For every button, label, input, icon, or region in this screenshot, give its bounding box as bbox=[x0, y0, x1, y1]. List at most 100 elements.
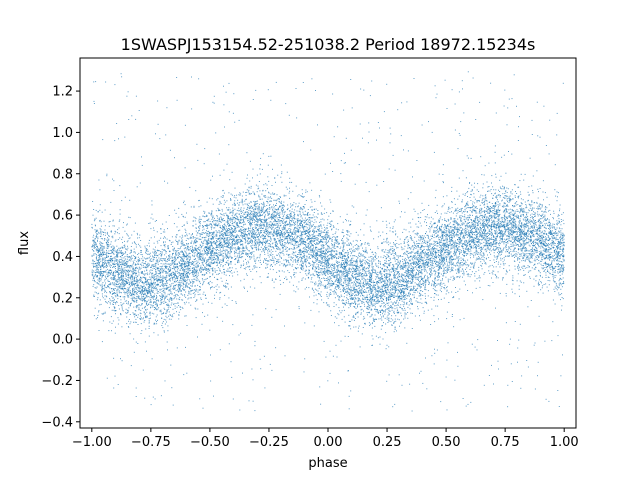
data-point bbox=[404, 252, 406, 254]
data-point bbox=[270, 241, 272, 243]
data-point bbox=[543, 265, 544, 267]
data-point bbox=[293, 211, 295, 213]
data-point bbox=[454, 221, 456, 223]
data-point bbox=[514, 293, 516, 295]
data-point bbox=[426, 266, 428, 268]
data-point bbox=[517, 347, 519, 349]
data-point bbox=[418, 279, 419, 281]
data-point bbox=[502, 193, 504, 195]
data-point bbox=[485, 196, 487, 198]
data-point bbox=[343, 270, 345, 272]
data-point bbox=[527, 235, 529, 237]
data-point bbox=[500, 232, 502, 234]
data-point bbox=[231, 246, 233, 248]
data-point bbox=[117, 323, 119, 325]
data-point bbox=[479, 286, 481, 288]
data-point bbox=[455, 209, 457, 211]
data-point bbox=[394, 291, 396, 293]
data-point bbox=[282, 253, 284, 254]
data-point bbox=[190, 237, 192, 239]
data-point bbox=[113, 279, 115, 281]
data-point bbox=[106, 249, 107, 251]
data-point bbox=[250, 218, 252, 220]
data-point bbox=[232, 204, 234, 206]
data-point bbox=[265, 220, 267, 222]
data-point bbox=[483, 225, 485, 226]
data-point bbox=[277, 209, 279, 210]
data-point bbox=[299, 252, 301, 254]
data-point bbox=[319, 279, 321, 281]
data-point bbox=[309, 234, 311, 236]
data-point bbox=[258, 212, 260, 214]
data-point bbox=[331, 283, 333, 285]
data-point bbox=[199, 269, 201, 271]
data-point bbox=[120, 73, 122, 75]
data-point bbox=[278, 217, 280, 218]
data-point bbox=[152, 306, 154, 308]
data-point bbox=[116, 291, 118, 293]
data-point bbox=[325, 242, 327, 244]
data-point bbox=[105, 282, 106, 284]
data-point bbox=[559, 251, 561, 252]
data-point bbox=[509, 198, 510, 200]
data-point bbox=[242, 191, 244, 193]
data-point bbox=[371, 304, 373, 306]
data-point bbox=[450, 230, 452, 232]
data-point bbox=[485, 258, 487, 260]
data-point bbox=[457, 226, 459, 228]
data-point bbox=[475, 259, 477, 261]
data-point bbox=[342, 240, 344, 242]
data-point bbox=[418, 273, 420, 275]
data-point bbox=[409, 383, 411, 385]
data-point bbox=[141, 291, 143, 293]
data-point bbox=[394, 169, 396, 171]
data-point bbox=[274, 241, 276, 243]
data-point bbox=[345, 252, 347, 254]
data-point bbox=[121, 260, 123, 262]
data-point bbox=[390, 133, 392, 135]
data-point bbox=[191, 240, 193, 242]
data-point bbox=[208, 239, 210, 241]
data-point bbox=[512, 220, 514, 222]
data-point bbox=[323, 236, 325, 238]
data-point bbox=[128, 320, 130, 322]
data-point bbox=[251, 248, 253, 250]
data-point bbox=[427, 245, 429, 247]
data-point bbox=[139, 285, 141, 287]
data-point bbox=[560, 235, 562, 237]
data-point bbox=[296, 268, 297, 270]
data-point bbox=[406, 271, 408, 273]
data-point bbox=[207, 251, 209, 253]
data-point bbox=[473, 255, 475, 257]
data-point bbox=[461, 240, 463, 242]
data-point bbox=[318, 267, 320, 269]
data-point bbox=[110, 241, 112, 243]
data-point bbox=[278, 247, 280, 249]
data-point bbox=[114, 84, 116, 86]
data-point bbox=[275, 227, 277, 229]
data-point bbox=[103, 266, 105, 268]
data-point bbox=[508, 246, 510, 248]
data-point bbox=[556, 223, 558, 225]
data-point bbox=[262, 207, 264, 209]
data-point bbox=[280, 244, 282, 246]
data-point bbox=[496, 213, 498, 215]
data-point bbox=[129, 217, 131, 219]
data-point bbox=[493, 270, 495, 272]
data-point bbox=[353, 306, 355, 307]
data-point bbox=[305, 189, 307, 191]
data-point bbox=[329, 278, 331, 280]
data-point bbox=[410, 248, 412, 250]
data-point bbox=[120, 304, 122, 306]
data-point bbox=[172, 279, 174, 281]
data-point bbox=[544, 242, 546, 244]
data-point bbox=[419, 237, 421, 239]
data-point bbox=[249, 160, 251, 162]
data-point bbox=[386, 270, 388, 272]
data-point bbox=[153, 274, 155, 276]
data-point bbox=[361, 293, 363, 295]
data-point bbox=[497, 204, 499, 206]
data-point bbox=[178, 274, 180, 276]
data-point bbox=[439, 245, 441, 247]
data-point bbox=[560, 246, 562, 247]
